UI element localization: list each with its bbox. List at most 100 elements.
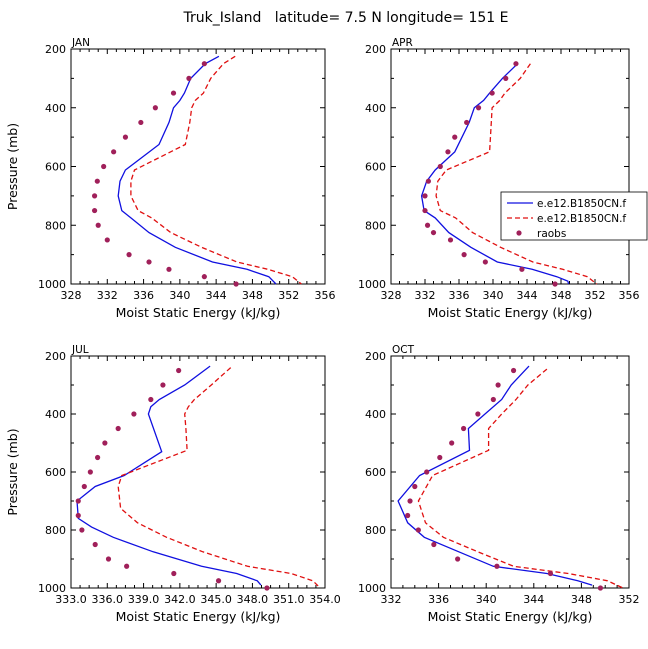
- model-solid-series-line: [117, 55, 277, 285]
- x-tick-label: 339.0: [128, 593, 160, 606]
- x-tick-label: 340: [169, 289, 190, 302]
- y-tick-label: 600: [45, 466, 66, 479]
- y-tick-label: 400: [365, 408, 386, 421]
- x-tick-label: 340: [483, 289, 504, 302]
- plot-frame: [70, 48, 326, 285]
- raobs-point: [482, 259, 488, 265]
- raobs-point: [79, 527, 85, 533]
- raobs-point: [160, 382, 166, 388]
- y-axis-label: Pressure (mb): [5, 428, 20, 515]
- legend-label: raobs: [537, 228, 566, 240]
- x-tick-label: 336: [428, 593, 449, 606]
- raobs-point: [503, 75, 509, 81]
- x-tick-label: 356: [619, 289, 640, 302]
- model-dashed-series-line: [435, 63, 598, 285]
- raobs-point: [455, 556, 461, 562]
- raobs-point: [495, 382, 501, 388]
- x-tick-label: 328: [61, 289, 82, 302]
- x-tick-label: 348: [551, 289, 572, 302]
- y-axis-label: Pressure (mb): [5, 123, 20, 210]
- model-solid-series-line: [420, 63, 570, 285]
- raobs-point: [424, 469, 430, 475]
- legend-box: [500, 191, 648, 241]
- x-tick-label: 336: [133, 289, 154, 302]
- raobs-point: [431, 541, 437, 548]
- raobs-point: [201, 61, 207, 67]
- x-tick-label: 348: [242, 289, 263, 302]
- panel-label: OCT: [392, 344, 415, 356]
- x-axis-label: Moist Static Energy (kJ/kg): [116, 609, 281, 624]
- raobs-point: [405, 512, 411, 519]
- model-solid-series-line: [397, 365, 593, 586]
- raobs-point: [430, 229, 437, 236]
- raobs-point: [186, 75, 192, 81]
- y-tick-label: 800: [365, 524, 386, 537]
- raobs-point: [111, 149, 117, 155]
- raobs-point: [425, 178, 431, 184]
- x-tick-label: 354.0: [309, 593, 341, 606]
- raobs-point: [166, 266, 172, 272]
- raobs-point: [407, 498, 413, 504]
- raobs-point: [138, 119, 144, 126]
- raobs-point: [449, 440, 455, 446]
- x-tick-label: 351.0: [273, 593, 305, 606]
- y-tick-label: 1000: [38, 582, 66, 595]
- x-tick-label: 332: [415, 289, 436, 302]
- raobs-point: [104, 237, 110, 243]
- chart-panel-oct: OCT 332 336 340 344 348 352 200 400 600 800 1000 Moi…: [358, 344, 640, 624]
- y-tick-label: 200: [365, 350, 386, 363]
- y-tick-label: 400: [365, 102, 386, 115]
- x-tick-label: 352: [619, 593, 640, 606]
- legend: e.e12.B1850CN.f e.e12.B1850CN.f raobs: [500, 191, 648, 241]
- raobs-point: [233, 281, 239, 287]
- y-tick-label: 200: [365, 43, 386, 56]
- x-axis-label: Moist Static Energy (kJ/kg): [428, 305, 593, 320]
- raobs-point: [95, 454, 101, 461]
- model-dashed-series-line: [417, 368, 624, 589]
- raobs-point: [513, 61, 519, 67]
- plot-frame: [390, 48, 630, 285]
- raobs-point: [489, 90, 495, 96]
- raobs-point: [437, 454, 443, 461]
- figure-title: Truk_Island latitude= 7.5 N longitude= 1…: [183, 10, 509, 26]
- y-tick-label: 800: [45, 524, 66, 537]
- x-tick-label: 336: [449, 289, 470, 302]
- x-axis-label: Moist Static Energy (kJ/kg): [428, 609, 593, 624]
- raobs-point: [461, 252, 467, 258]
- chart-panel-jul: JUL 333.0 336.0 339.0 342.0 345.0 348.0 351.0 35…: [5, 344, 341, 624]
- raobs-point: [447, 237, 454, 243]
- x-tick-label: 332: [381, 593, 402, 606]
- y-tick-label: 800: [45, 219, 66, 232]
- raobs-point: [597, 585, 604, 591]
- x-tick-label: 348.0: [237, 593, 269, 606]
- model-solid-series-line: [76, 365, 262, 586]
- raobs-point: [170, 90, 177, 96]
- legend-marker-raobs: [516, 230, 522, 236]
- raobs-point: [215, 578, 222, 584]
- raobs-point: [81, 483, 87, 490]
- x-axis-label: Moist Static Energy (kJ/kg): [116, 305, 281, 320]
- raobs-point: [510, 367, 517, 374]
- y-tick-label: 600: [365, 161, 386, 174]
- y-tick-label: 1000: [358, 582, 386, 595]
- raobs-point: [494, 563, 500, 569]
- x-tick-label: 345.0: [200, 593, 232, 606]
- panel-label: JAN: [71, 37, 90, 49]
- raobs-point: [131, 411, 137, 417]
- raobs-point: [490, 396, 496, 403]
- y-tick-label: 800: [365, 219, 386, 232]
- x-tick-label: 333.0: [55, 593, 87, 606]
- y-tick-label: 1000: [358, 278, 386, 291]
- plot-frame: [70, 355, 326, 589]
- raobs-point: [171, 570, 177, 577]
- panel-label: JUL: [71, 344, 89, 356]
- y-tick-label: 600: [365, 466, 386, 479]
- raobs-point: [92, 541, 98, 548]
- x-tick-label: 332: [97, 289, 118, 302]
- raobs-point: [95, 222, 101, 228]
- x-tick-label: 340: [476, 593, 497, 606]
- raobs-point: [91, 193, 98, 199]
- raobs-point: [415, 527, 421, 533]
- raobs-point: [126, 252, 132, 258]
